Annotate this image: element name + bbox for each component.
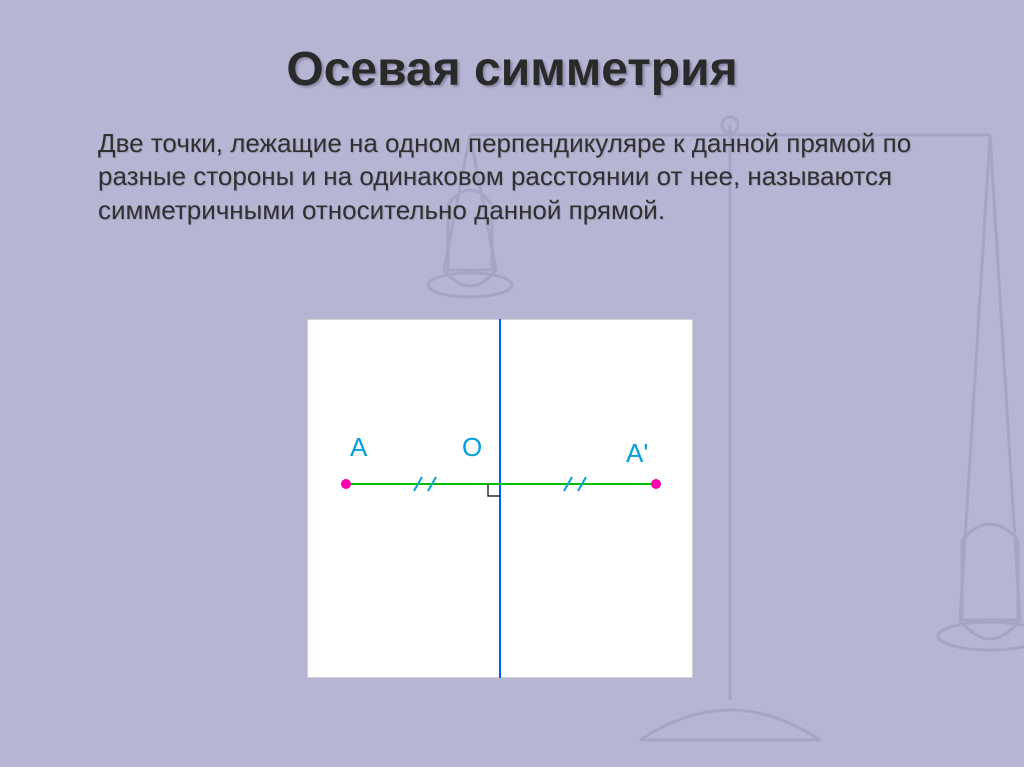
slide-body: Две точки, лежащие на одном перпендикуля…	[0, 97, 1024, 227]
slide-title: Осевая симметрия	[0, 0, 1024, 97]
diagram-box	[307, 319, 693, 678]
